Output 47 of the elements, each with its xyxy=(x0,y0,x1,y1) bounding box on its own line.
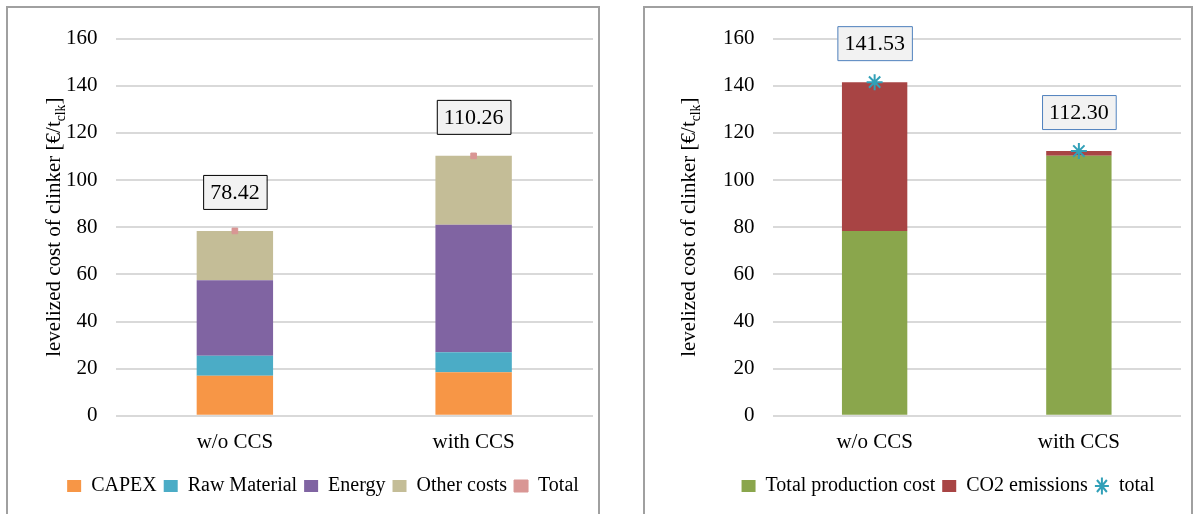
y-tick-label: 0 xyxy=(87,402,98,427)
legend-label: Total xyxy=(538,473,580,496)
y-tick-label: 20 xyxy=(76,355,98,380)
y-tick-label: 60 xyxy=(76,260,98,285)
y-tick-label: 120 xyxy=(66,119,98,144)
bar xyxy=(196,230,274,281)
legend-label: CAPEX xyxy=(91,473,158,496)
x-tick-label: with CCS xyxy=(432,428,515,453)
y-axis-title: levelized cost of clinker [€/tclk] xyxy=(41,97,69,357)
legend-label: total xyxy=(1118,473,1155,496)
data-label: 112.30 xyxy=(1049,98,1109,124)
bar xyxy=(841,230,908,415)
data-label: 110.26 xyxy=(443,103,504,129)
y-tick-label: 140 xyxy=(723,72,755,97)
data-label: 78.42 xyxy=(210,178,260,204)
bar xyxy=(196,375,274,415)
legend-label: Raw Material xyxy=(187,473,298,496)
x-tick-label: w/o CCS xyxy=(196,428,274,453)
bar xyxy=(435,352,512,373)
x-tick-label: w/o CCS xyxy=(836,428,913,453)
y-tick-label: 60 xyxy=(733,260,755,285)
y-tick-label: 100 xyxy=(723,166,755,191)
bar xyxy=(435,155,512,225)
legend-label: CO2 emissions xyxy=(966,473,1089,496)
y-tick-label: 140 xyxy=(66,72,98,97)
bar xyxy=(1046,155,1112,415)
y-tick-label: 40 xyxy=(733,308,755,333)
bar xyxy=(196,280,274,356)
y-tick-label: 100 xyxy=(66,166,98,191)
y-tick-label: 0 xyxy=(744,402,755,427)
bar xyxy=(196,355,274,376)
legend-label: Energy xyxy=(328,473,386,497)
y-tick-label: 80 xyxy=(76,213,98,238)
bar xyxy=(435,372,512,415)
bar xyxy=(841,82,908,231)
x-tick-label: with CCS xyxy=(1037,428,1121,453)
y-axis-title: levelized cost of clinker [€/tclk] xyxy=(676,97,704,357)
y-tick-label: 20 xyxy=(733,355,755,380)
data-label: 141.53 xyxy=(844,29,905,55)
legend-label: Total production cost xyxy=(765,473,936,497)
y-tick-label: 120 xyxy=(723,119,755,144)
y-tick-label: 80 xyxy=(733,213,755,238)
bar xyxy=(435,224,512,353)
y-tick-label: 160 xyxy=(723,25,755,50)
y-tick-label: 40 xyxy=(76,308,98,333)
legend-label: Other costs xyxy=(416,473,508,496)
y-tick-label: 160 xyxy=(66,25,98,50)
